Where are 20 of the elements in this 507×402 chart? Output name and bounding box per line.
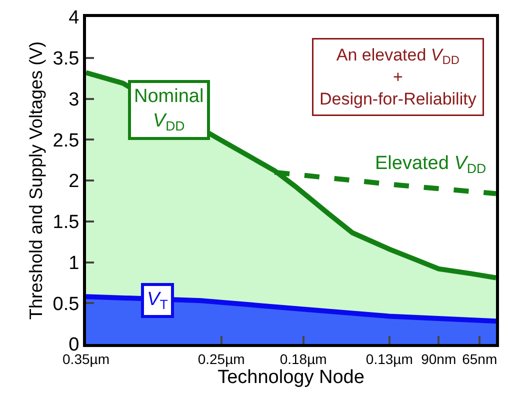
series-label: Elevated V$_{DD}$ xyxy=(375,153,486,176)
y-tick-label: 3 xyxy=(68,89,80,110)
x-tick-label: 0.13µm xyxy=(366,350,413,367)
series-label: V$_{T}$ xyxy=(147,289,168,312)
x-tick-label: 0.18µm xyxy=(280,350,327,367)
y-tick-label: 3.5 xyxy=(52,48,80,70)
y-tick-label: 2.5 xyxy=(52,130,80,152)
x-tick-label: 0.25µm xyxy=(198,350,245,367)
y-tick-label: 2 xyxy=(68,171,80,192)
y-tick-label: 1 xyxy=(68,252,80,274)
x-tick-label: 65nm xyxy=(462,350,498,367)
series-label: Nominal V$_{DD}$ xyxy=(134,86,204,134)
x-tick-label: 90nm xyxy=(421,350,456,367)
x-tick-label: 0.35µm xyxy=(62,350,110,367)
y-tick-label: 1.5 xyxy=(52,212,80,234)
y-tick-label: 0.5 xyxy=(52,294,80,315)
y-axis-title: Threshold and Supply Voltages (V) xyxy=(26,41,46,320)
text: An elevated V$_{DD}$ + Design-for-Reliability xyxy=(320,46,476,109)
y-tick-label: 4 xyxy=(68,8,80,29)
x-axis-title: Technology Node xyxy=(218,366,364,388)
